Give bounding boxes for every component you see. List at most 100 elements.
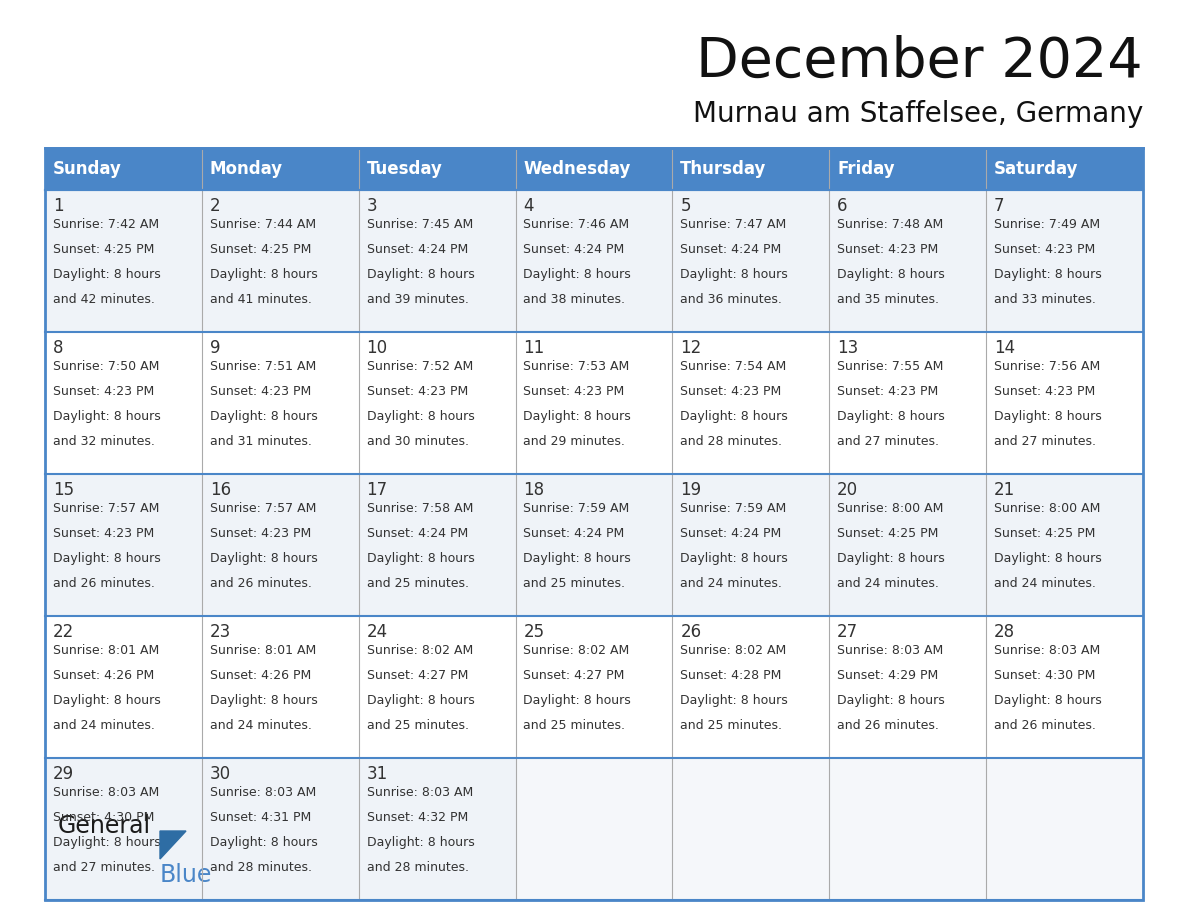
Text: Sunset: 4:23 PM: Sunset: 4:23 PM	[994, 385, 1095, 397]
Text: Sunset: 4:30 PM: Sunset: 4:30 PM	[994, 669, 1095, 682]
Bar	[829, 148, 986, 190]
Text: Daylight: 8 hours: Daylight: 8 hours	[994, 552, 1101, 565]
Text: Wednesday: Wednesday	[524, 160, 631, 178]
Text: and 26 minutes.: and 26 minutes.	[994, 719, 1095, 732]
Text: Sunset: 4:25 PM: Sunset: 4:25 PM	[994, 527, 1095, 540]
Bar	[986, 332, 1143, 474]
Text: Daylight: 8 hours: Daylight: 8 hours	[367, 694, 474, 707]
Text: 3: 3	[367, 197, 377, 215]
Text: and 31 minutes.: and 31 minutes.	[210, 434, 311, 448]
Text: Sunrise: 7:52 AM: Sunrise: 7:52 AM	[367, 360, 473, 373]
Text: Sunset: 4:25 PM: Sunset: 4:25 PM	[52, 243, 154, 256]
Text: Sunrise: 8:00 AM: Sunrise: 8:00 AM	[838, 502, 943, 515]
Text: Sunset: 4:31 PM: Sunset: 4:31 PM	[210, 811, 311, 823]
Text: 15: 15	[52, 481, 74, 499]
Text: Sunrise: 8:03 AM: Sunrise: 8:03 AM	[210, 786, 316, 799]
Text: Sunrise: 7:55 AM: Sunrise: 7:55 AM	[838, 360, 943, 373]
Bar	[986, 190, 1143, 332]
Text: Sunrise: 7:50 AM: Sunrise: 7:50 AM	[52, 360, 159, 373]
Bar	[202, 474, 359, 616]
Text: Sunrise: 7:51 AM: Sunrise: 7:51 AM	[210, 360, 316, 373]
Bar	[359, 190, 516, 332]
Text: Sunset: 4:32 PM: Sunset: 4:32 PM	[367, 811, 468, 823]
Text: Sunrise: 7:57 AM: Sunrise: 7:57 AM	[52, 502, 159, 515]
Text: 18: 18	[524, 481, 544, 499]
Text: Sunrise: 7:57 AM: Sunrise: 7:57 AM	[210, 502, 316, 515]
Text: Murnau am Staffelsee, Germany: Murnau am Staffelsee, Germany	[693, 100, 1143, 128]
Text: Daylight: 8 hours: Daylight: 8 hours	[524, 552, 631, 565]
Text: Daylight: 8 hours: Daylight: 8 hours	[524, 268, 631, 281]
Text: and 24 minutes.: and 24 minutes.	[838, 577, 939, 589]
Text: and 28 minutes.: and 28 minutes.	[210, 861, 311, 874]
Polygon shape	[160, 831, 187, 859]
Text: Daylight: 8 hours: Daylight: 8 hours	[838, 694, 944, 707]
Bar	[986, 616, 1143, 758]
Text: Sunrise: 7:53 AM: Sunrise: 7:53 AM	[524, 360, 630, 373]
Text: Daylight: 8 hours: Daylight: 8 hours	[210, 409, 317, 423]
Text: and 24 minutes.: and 24 minutes.	[52, 719, 154, 732]
Text: Daylight: 8 hours: Daylight: 8 hours	[681, 552, 788, 565]
Text: Sunset: 4:23 PM: Sunset: 4:23 PM	[52, 527, 154, 540]
Bar	[672, 148, 829, 190]
Text: 4: 4	[524, 197, 533, 215]
Text: and 25 minutes.: and 25 minutes.	[524, 577, 625, 589]
Text: 25: 25	[524, 623, 544, 641]
Text: and 29 minutes.: and 29 minutes.	[524, 434, 625, 448]
Bar	[829, 190, 986, 332]
Text: Daylight: 8 hours: Daylight: 8 hours	[367, 835, 474, 849]
Text: 5: 5	[681, 197, 690, 215]
Text: Sunrise: 7:59 AM: Sunrise: 7:59 AM	[681, 502, 786, 515]
Text: Sunrise: 8:02 AM: Sunrise: 8:02 AM	[367, 644, 473, 657]
Text: Sunset: 4:23 PM: Sunset: 4:23 PM	[524, 385, 625, 397]
Bar	[672, 474, 829, 616]
Text: Tuesday: Tuesday	[367, 160, 442, 178]
Text: and 25 minutes.: and 25 minutes.	[524, 719, 625, 732]
Text: 29: 29	[52, 765, 74, 783]
Text: Daylight: 8 hours: Daylight: 8 hours	[367, 552, 474, 565]
Bar	[516, 190, 672, 332]
Text: and 24 minutes.: and 24 minutes.	[210, 719, 311, 732]
Text: and 27 minutes.: and 27 minutes.	[52, 861, 154, 874]
Text: Sunset: 4:24 PM: Sunset: 4:24 PM	[681, 527, 782, 540]
Text: Daylight: 8 hours: Daylight: 8 hours	[524, 694, 631, 707]
Text: Thursday: Thursday	[681, 160, 766, 178]
Text: Sunset: 4:26 PM: Sunset: 4:26 PM	[52, 669, 154, 682]
Bar	[359, 616, 516, 758]
Text: and 25 minutes.: and 25 minutes.	[681, 719, 782, 732]
Text: Sunrise: 8:00 AM: Sunrise: 8:00 AM	[994, 502, 1100, 515]
Text: Sunrise: 8:03 AM: Sunrise: 8:03 AM	[52, 786, 159, 799]
Text: and 25 minutes.: and 25 minutes.	[367, 577, 468, 589]
Text: and 24 minutes.: and 24 minutes.	[994, 577, 1095, 589]
Text: 8: 8	[52, 339, 63, 357]
Bar	[672, 758, 829, 900]
Text: 22: 22	[52, 623, 74, 641]
Text: Daylight: 8 hours: Daylight: 8 hours	[838, 268, 944, 281]
Text: General: General	[58, 814, 151, 838]
Text: 13: 13	[838, 339, 859, 357]
Text: and 33 minutes.: and 33 minutes.	[994, 293, 1095, 306]
Text: Daylight: 8 hours: Daylight: 8 hours	[210, 835, 317, 849]
Text: 10: 10	[367, 339, 387, 357]
Text: and 28 minutes.: and 28 minutes.	[681, 434, 782, 448]
Text: 28: 28	[994, 623, 1015, 641]
Text: and 25 minutes.: and 25 minutes.	[367, 719, 468, 732]
Bar	[672, 190, 829, 332]
Text: Sunset: 4:25 PM: Sunset: 4:25 PM	[210, 243, 311, 256]
Bar	[829, 474, 986, 616]
Text: Sunrise: 8:01 AM: Sunrise: 8:01 AM	[52, 644, 159, 657]
Text: 14: 14	[994, 339, 1015, 357]
Text: Sunset: 4:23 PM: Sunset: 4:23 PM	[367, 385, 468, 397]
Text: Sunrise: 8:03 AM: Sunrise: 8:03 AM	[994, 644, 1100, 657]
Text: 20: 20	[838, 481, 858, 499]
Text: Sunset: 4:23 PM: Sunset: 4:23 PM	[838, 243, 939, 256]
Text: Daylight: 8 hours: Daylight: 8 hours	[681, 268, 788, 281]
Text: and 26 minutes.: and 26 minutes.	[52, 577, 154, 589]
Text: Daylight: 8 hours: Daylight: 8 hours	[838, 552, 944, 565]
Text: Daylight: 8 hours: Daylight: 8 hours	[210, 694, 317, 707]
Text: and 32 minutes.: and 32 minutes.	[52, 434, 154, 448]
Bar	[516, 148, 672, 190]
Text: Daylight: 8 hours: Daylight: 8 hours	[838, 409, 944, 423]
Text: and 41 minutes.: and 41 minutes.	[210, 293, 311, 306]
Bar	[202, 148, 359, 190]
Text: Sunrise: 7:42 AM: Sunrise: 7:42 AM	[52, 218, 159, 231]
